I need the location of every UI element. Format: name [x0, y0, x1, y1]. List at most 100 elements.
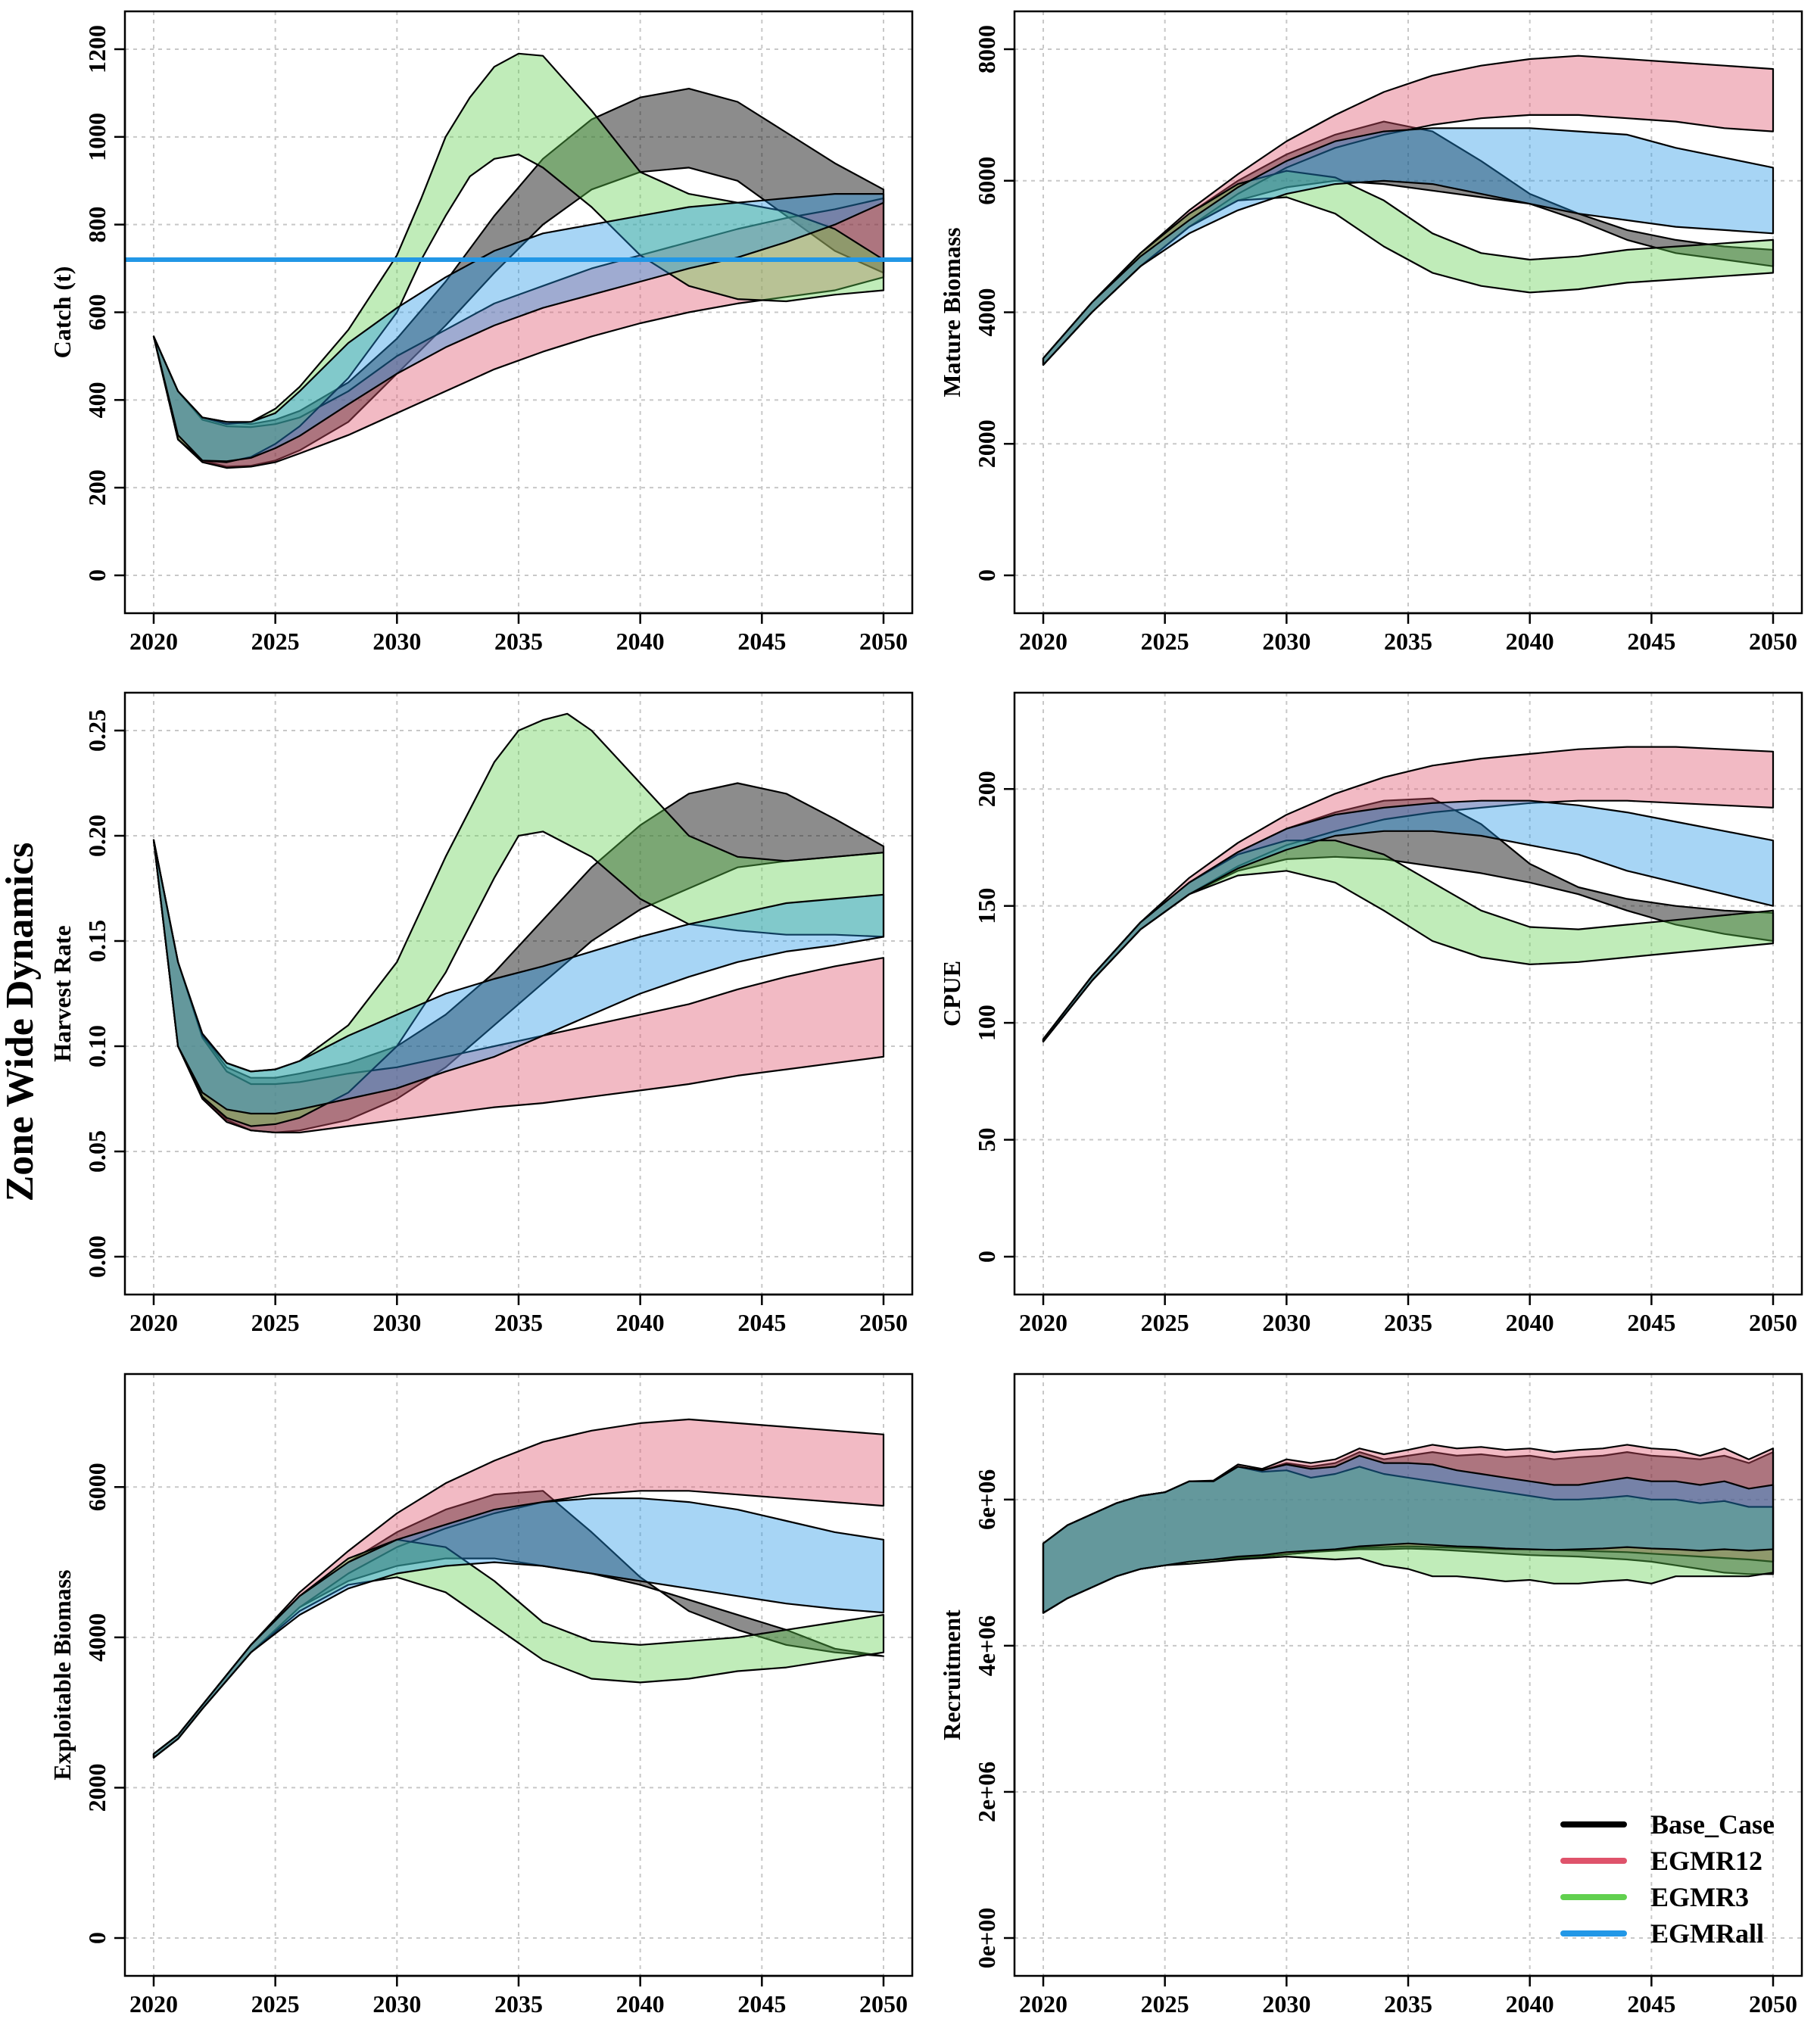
y-tick-label: 0 — [83, 569, 111, 581]
y-tick-label: 0.25 — [83, 709, 111, 752]
band-egmrall — [1042, 127, 1775, 366]
x-tick-label: 2030 — [372, 628, 421, 655]
x-tick-label: 2050 — [859, 628, 908, 655]
y-axis-label: Mature Biomass — [938, 227, 965, 397]
x-tick-label: 2040 — [1506, 1309, 1554, 1336]
x-tick-label: 2025 — [251, 1990, 300, 2018]
y-tick-label: 150 — [973, 888, 1000, 924]
x-tick-label: 2030 — [372, 1990, 421, 2018]
y-tick-label: 2000 — [83, 1763, 111, 1812]
legend: Base_Case EGMR12 EGMR3 EGMRall — [1560, 1809, 1775, 1949]
x-tick-label: 2020 — [129, 1309, 178, 1336]
band-egmrall — [152, 1497, 885, 1759]
x-tick-label: 2035 — [1384, 1990, 1432, 2018]
x-tick-label: 2035 — [1384, 1309, 1432, 1336]
x-tick-label: 2050 — [1749, 1309, 1797, 1336]
legend-label-egmr3: EGMR3 — [1650, 1882, 1749, 1912]
x-tick-label: 2030 — [372, 1309, 421, 1336]
y-tick-label: 2000 — [973, 419, 1000, 468]
panels: 2020 2025 2030 2035 2040 2045 2050 0 200 400 600 80… — [48, 10, 1803, 2018]
band-egmr12 — [152, 1418, 885, 1759]
band-egmr3 — [152, 52, 885, 463]
x-tick-label: 2035 — [494, 628, 543, 655]
y-tick-label: 0.20 — [83, 815, 111, 857]
panel-mature_biomass: 2020 2025 2030 2035 2040 2045 2050 0 2000 4000 600… — [938, 10, 1803, 655]
x-tick-label: 2035 — [1384, 628, 1432, 655]
y-tick-label: 200 — [83, 469, 111, 506]
y-tick-label: 1200 — [83, 25, 111, 73]
band-egmr12 — [152, 839, 885, 1134]
band-egmrall — [1042, 1454, 1775, 1614]
y-tick-label: 4000 — [973, 288, 1000, 337]
x-tick-label: 2035 — [494, 1309, 543, 1336]
x-tick-label: 2040 — [616, 1990, 665, 2018]
band-egmrall — [1042, 799, 1775, 1042]
band-egmr3 — [152, 712, 885, 1127]
legend-label-base-case: Base_Case — [1650, 1809, 1775, 1840]
y-tick-label: 0 — [83, 1932, 111, 1944]
x-tick-label: 2045 — [1627, 1309, 1675, 1336]
x-tick-label: 2020 — [1019, 1309, 1067, 1336]
y-tick-label: 0e+00 — [973, 1908, 1000, 1968]
x-tick-label: 2050 — [1749, 1990, 1797, 2018]
y-tick-label: 0 — [973, 1251, 1000, 1263]
y-tick-label: 50 — [973, 1128, 1000, 1152]
band-egmrall — [152, 839, 885, 1115]
y-tick-label: 200 — [973, 771, 1000, 807]
band-egmr12 — [1042, 55, 1775, 366]
x-tick-label: 2040 — [1506, 628, 1554, 655]
x-tick-label: 2020 — [1019, 628, 1067, 655]
x-tick-label: 2045 — [737, 1309, 786, 1336]
x-tick-label: 2040 — [616, 1309, 665, 1336]
y-tick-label: 6e+06 — [973, 1469, 1000, 1530]
y-tick-label: 0.10 — [83, 1025, 111, 1067]
band-egmr3 — [1042, 1466, 1775, 1614]
y-tick-label: 8000 — [973, 25, 1000, 73]
x-tick-label: 2030 — [1262, 628, 1311, 655]
band-base-case — [152, 1490, 885, 1759]
legend-label-egmrall: EGMRall — [1650, 1918, 1764, 1949]
x-tick-label: 2045 — [1627, 1990, 1675, 2018]
y-axis-label: Harvest Rate — [48, 925, 76, 1061]
x-tick-label: 2020 — [1019, 1990, 1067, 2018]
x-tick-label: 2025 — [1141, 1309, 1189, 1336]
x-tick-label: 2050 — [1749, 628, 1797, 655]
y-axis-label: CPUE — [938, 961, 965, 1027]
y-axis-label: Catch (t) — [48, 266, 76, 359]
y-tick-label: 0.00 — [83, 1235, 111, 1278]
band-egmr3 — [1042, 840, 1775, 1042]
x-tick-label: 2020 — [129, 1990, 178, 2018]
y-tick-label: 0 — [973, 569, 1000, 581]
x-tick-label: 2040 — [1506, 1990, 1554, 2018]
panel-recruitment: 2020 2025 2030 2035 2040 2045 2050 0e+00 2e+06 4e… — [938, 1373, 1803, 2018]
panel-exploitable_biomass: 2020 2025 2030 2035 2040 2045 2050 0 2000 4000 600… — [48, 1373, 914, 2018]
figure-title: Zone Wide Dynamics — [0, 843, 42, 1202]
x-tick-label: 2045 — [1627, 628, 1675, 655]
x-tick-label: 2025 — [1141, 628, 1189, 655]
y-tick-label: 800 — [83, 207, 111, 243]
y-tick-label: 4e+06 — [973, 1616, 1000, 1676]
x-tick-label: 2020 — [129, 628, 178, 655]
x-tick-label: 2025 — [251, 1309, 300, 1336]
y-tick-label: 1000 — [83, 113, 111, 161]
x-tick-label: 2040 — [616, 628, 665, 655]
y-tick-label: 0.05 — [83, 1130, 111, 1173]
band-egmr3 — [152, 1538, 885, 1759]
x-tick-label: 2030 — [1262, 1990, 1311, 2018]
x-tick-label: 2045 — [737, 628, 786, 655]
band-base-case — [152, 782, 885, 1134]
x-tick-label: 2050 — [859, 1309, 908, 1336]
y-axis-label: Exploitable Biomass — [48, 1569, 76, 1780]
x-tick-label: 2025 — [251, 628, 300, 655]
x-tick-label: 2025 — [1141, 1990, 1189, 2018]
x-tick-label: 2050 — [859, 1990, 908, 2018]
panel-harvest_rate: 2020 2025 2030 2035 2040 2045 2050 0.00 0.05 0.10… — [48, 691, 914, 1336]
legend-label-egmr12: EGMR12 — [1650, 1846, 1762, 1876]
y-tick-label: 4000 — [83, 1613, 111, 1662]
band-egmr3 — [1042, 170, 1775, 366]
y-tick-label: 2e+06 — [973, 1762, 1000, 1822]
y-axis-label: Recruitment — [938, 1609, 965, 1740]
y-tick-label: 600 — [83, 294, 111, 331]
y-tick-label: 0.15 — [83, 920, 111, 962]
